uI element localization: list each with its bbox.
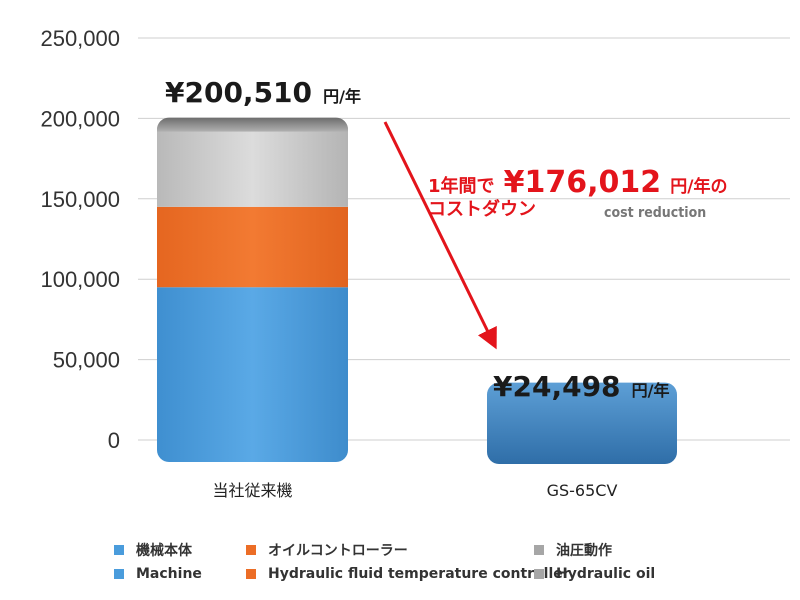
legend-row-en: Machine Hydraulic fluid temperature cont… (114, 562, 754, 586)
legend-row-jp: 機械本体 オイルコントローラー 油圧動作 (114, 538, 754, 562)
bar-gs-65cv (487, 382, 677, 464)
legend-item-oil-en: Hydraulic oil (534, 566, 734, 582)
controller-segment (157, 206, 348, 288)
legend: 機械本体 オイルコントローラー 油圧動作 Machine Hydraulic f… (114, 538, 754, 586)
total-left-label: ¥200,510 円/年 (165, 76, 361, 109)
machine-swatch (114, 569, 124, 579)
y-tick-label: 0 (108, 428, 120, 453)
oil-segment (157, 117, 348, 207)
controller-swatch (246, 545, 256, 555)
bar-stack-legacy (157, 117, 348, 462)
legend-label: 機械本体 (136, 543, 192, 559)
reduction-arrow (383, 121, 497, 350)
bar-top-cap (157, 117, 348, 132)
controller-swatch (246, 569, 256, 579)
legend-item-machine-jp: 機械本体 (114, 540, 246, 560)
reduction-en: cost reduction (604, 205, 706, 221)
y-tick-label: 100,000 (40, 267, 120, 292)
total-right-label: ¥24,498 円/年 (493, 370, 669, 403)
machine-segment (157, 287, 348, 462)
y-axis-ticks: 0 50,000 100,000 150,000 200,000 250,000 (40, 26, 120, 453)
category-labels: 当社従来機 GS-65CV (212, 481, 617, 500)
legend-label: オイルコントローラー (268, 543, 408, 559)
legend-item-controller-en: Hydraulic fluid temperature controller (246, 566, 570, 582)
legend-label: 油圧動作 (556, 543, 612, 559)
y-tick-label: 50,000 (53, 348, 120, 373)
reduction-line1: 1年間で ¥176,012 円/年の (428, 165, 727, 200)
legend-label: Hydraulic oil (556, 566, 656, 582)
bars (157, 117, 677, 464)
oil-swatch (534, 545, 544, 555)
machine-swatch (114, 545, 124, 555)
y-tick-label: 250,000 (40, 26, 120, 51)
y-tick-label: 150,000 (40, 187, 120, 212)
legend-label: Hydraulic fluid temperature controller (268, 566, 570, 582)
legend-item-machine-en: Machine (114, 566, 246, 582)
legend-label: Machine (136, 566, 202, 582)
legend-item-oil-jp: 油圧動作 (534, 540, 734, 560)
legend-item-controller-jp: オイルコントローラー (246, 540, 534, 560)
oil-swatch (534, 569, 544, 579)
category-label: GS-65CV (547, 481, 618, 500)
y-tick-label: 200,000 (40, 106, 120, 131)
category-label: 当社従来機 (212, 481, 292, 500)
reduction-line2: コストダウン (428, 198, 536, 220)
